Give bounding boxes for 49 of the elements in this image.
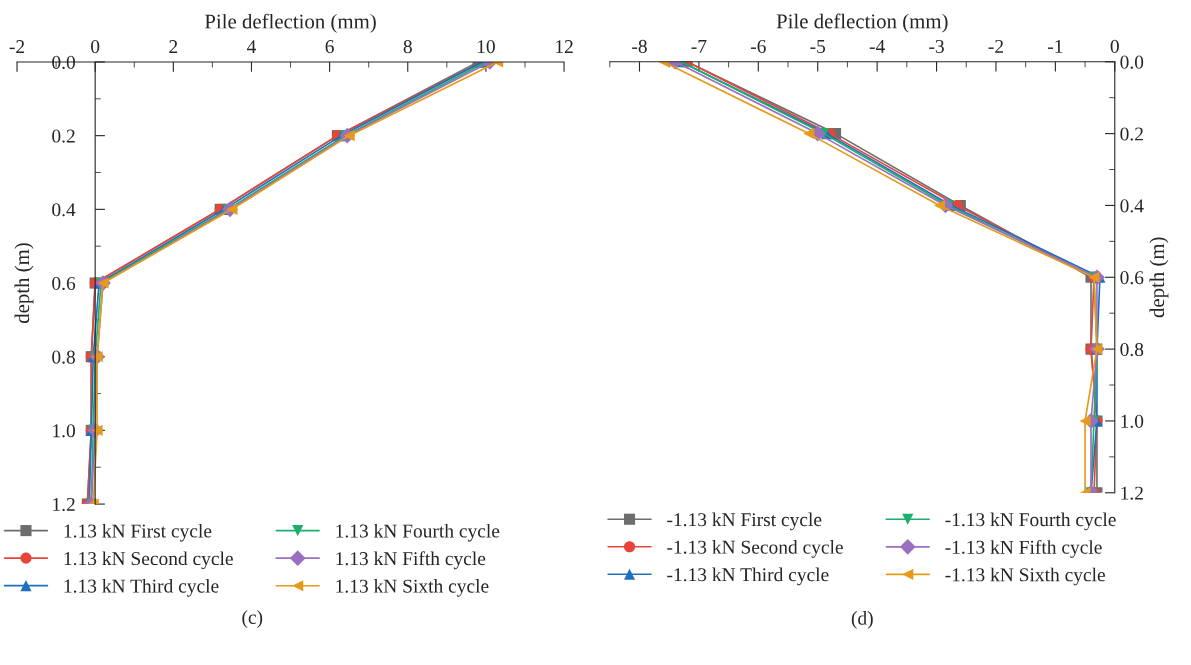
x-tick-label: 2 xyxy=(169,40,178,53)
legend-label: 1.13 kN First cycle xyxy=(64,523,212,542)
y-tick-label: 1.2 xyxy=(53,497,75,512)
x-tick-label: 0 xyxy=(1110,39,1119,53)
x-tick-label: 6 xyxy=(325,40,334,54)
x-tick-label: 0 xyxy=(91,40,100,54)
x-tick-label: 8 xyxy=(403,40,412,54)
legend-label: 1.13 kN Fifth cycle xyxy=(336,551,486,570)
x-tick-label: 12 xyxy=(556,40,573,53)
x-tick-label: -7 xyxy=(691,40,707,53)
x-tick-label: -8 xyxy=(632,39,647,53)
legend-label: -1.13 kN First cycle xyxy=(667,512,822,531)
y-tick-label: 0.0 xyxy=(52,55,75,69)
y-tick-label: 0.8 xyxy=(52,350,75,364)
y-tick-label: 1.2 xyxy=(1121,486,1143,500)
legend-label: 1.13 kN Second cycle xyxy=(64,551,233,570)
x-axis-title: Pile deflection (mm) xyxy=(204,13,376,33)
x-tick-label: -2 xyxy=(988,39,1003,53)
legend-label: -1.13 kN Second cycle xyxy=(667,540,843,558)
y-tick-label: 1.0 xyxy=(53,424,75,438)
x-tick-label: -1 xyxy=(1047,39,1063,53)
x-tick-label: 4 xyxy=(246,40,257,53)
y-tick-label: 0.2 xyxy=(1120,127,1143,141)
legend-label: 1.13 kN Sixth cycle xyxy=(336,579,489,597)
y-axis-title: depth (m) xyxy=(14,243,34,324)
text: (d) xyxy=(851,611,873,629)
legend-label: -1.13 kN Fifth cycle xyxy=(945,539,1102,558)
y-tick-label: 1.0 xyxy=(1121,414,1144,428)
legend-label: 1.13 kN Fourth cycle xyxy=(336,523,500,542)
text: (c) xyxy=(242,610,263,628)
legend-label: 1.13 kN Third cycle xyxy=(64,578,219,597)
legend-label: -1.13 kN Fourth cycle xyxy=(945,512,1116,531)
x-axis-title: Pile deflection (mm) xyxy=(776,13,948,33)
y-tick-label: 0.6 xyxy=(52,276,76,291)
x-tick-label: -3 xyxy=(929,39,944,53)
legend-label: -1.13 kN Third cycle xyxy=(667,567,829,586)
y-tick-label: 0.4 xyxy=(52,203,76,217)
legend-label: -1.13 kN Sixth cycle xyxy=(945,567,1105,586)
y-axis-title: depth (m) xyxy=(1149,237,1169,318)
y-tick-label: 0.6 xyxy=(1120,271,1144,285)
y-tick-label: 0.0 xyxy=(1120,55,1144,69)
x-tick-label: -2 xyxy=(9,40,25,53)
y-tick-label: 0.4 xyxy=(1120,199,1144,213)
x-tick-label: 10 xyxy=(477,40,495,54)
x-tick-label: -6 xyxy=(750,39,766,53)
x-tick-label: -4 xyxy=(869,39,885,53)
y-tick-label: 0.8 xyxy=(1120,342,1144,357)
y-tick-label: 0.2 xyxy=(52,129,75,143)
x-tick-label: -5 xyxy=(810,40,826,53)
